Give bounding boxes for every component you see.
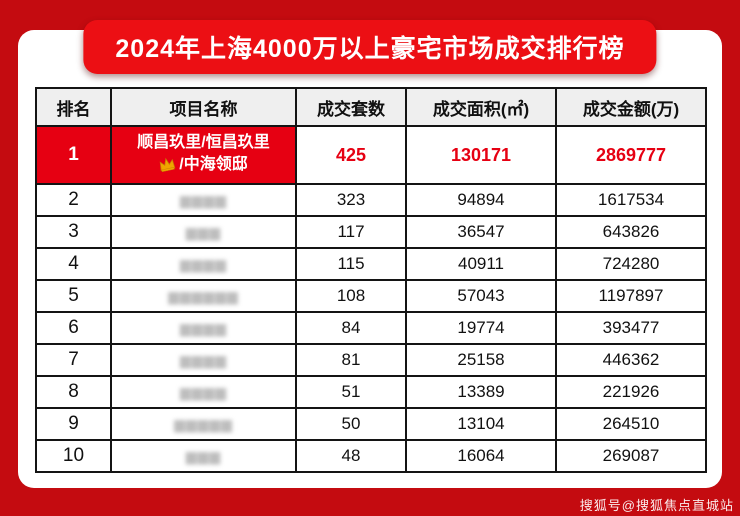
amount-cell: 724280 bbox=[555, 247, 707, 281]
area-cell: 40911 bbox=[405, 247, 557, 281]
rank-cell: 7 bbox=[35, 343, 112, 377]
table-row-3: 3 ▆▆▆ 117 36547 643826 bbox=[35, 215, 707, 249]
project-name-cell: ▆▆▆ bbox=[110, 439, 297, 473]
blurred-project-name: ▆▆▆▆ bbox=[179, 352, 228, 368]
project-name-cell: ▆▆▆▆ bbox=[110, 343, 297, 377]
blurred-project-name: ▆▆▆▆ bbox=[179, 256, 228, 272]
rank-cell: 3 bbox=[35, 215, 112, 249]
project-name-line2: /中海领邸 bbox=[179, 156, 248, 173]
rank-cell: 8 bbox=[35, 375, 112, 409]
units-cell: 115 bbox=[295, 247, 407, 281]
header-row: 排名 项目名称 成交套数 成交面积(㎡) 成交金额(万) bbox=[35, 87, 707, 127]
units-cell: 323 bbox=[295, 183, 407, 217]
amount-cell: 269087 bbox=[555, 439, 707, 473]
table-row-4: 4 ▆▆▆▆ 115 40911 724280 bbox=[35, 247, 707, 281]
table-row-2: 2 ▆▆▆▆ 323 94894 1617534 bbox=[35, 183, 707, 217]
units-cell: 81 bbox=[295, 343, 407, 377]
project-name-cell: ▆▆▆▆▆▆ bbox=[110, 279, 297, 313]
amount-cell: 221926 bbox=[555, 375, 707, 409]
project-name-cell: ▆▆▆▆▆ bbox=[110, 407, 297, 441]
table-row-5: 5 ▆▆▆▆▆▆ 108 57043 1197897 bbox=[35, 279, 707, 313]
rank-cell: 4 bbox=[35, 247, 112, 281]
col-header-units: 成交套数 bbox=[295, 87, 407, 127]
amount-cell: 643826 bbox=[555, 215, 707, 249]
area-cell: 13389 bbox=[405, 375, 557, 409]
amount-cell: 446362 bbox=[555, 343, 707, 377]
blurred-project-name: ▆▆▆▆ bbox=[179, 320, 228, 336]
table-row-6: 6 ▆▆▆▆ 84 19774 393477 bbox=[35, 311, 707, 345]
amount-cell: 393477 bbox=[555, 311, 707, 345]
content-card: 排名 项目名称 成交套数 成交面积(㎡) 成交金额(万) 1 顺昌玖里/恒昌玖里… bbox=[18, 30, 722, 488]
table-row-7: 7 ▆▆▆▆ 81 25158 446362 bbox=[35, 343, 707, 377]
col-header-name: 项目名称 bbox=[110, 87, 297, 127]
units-cell: 425 bbox=[295, 125, 407, 185]
table-row-1: 1 顺昌玖里/恒昌玖里 /中海领邸 425 130171 2869777 bbox=[35, 125, 707, 185]
project-name-line1: 顺昌玖里/恒昌玖里 bbox=[137, 134, 270, 152]
amount-cell: 264510 bbox=[555, 407, 707, 441]
blurred-project-name: ▆▆▆ bbox=[185, 448, 222, 464]
rank-cell: 9 bbox=[35, 407, 112, 441]
amount-cell: 1197897 bbox=[555, 279, 707, 313]
col-header-amount: 成交金额(万) bbox=[555, 87, 707, 127]
area-cell: 94894 bbox=[405, 183, 557, 217]
area-cell: 25158 bbox=[405, 343, 557, 377]
blurred-project-name: ▆▆▆▆ bbox=[179, 384, 228, 400]
project-name-line2-wrap: /中海领邸 bbox=[112, 154, 295, 178]
page-title: 2024年上海4000万以上豪宅市场成交排行榜 bbox=[115, 35, 625, 63]
project-name-cell: ▆▆▆▆ bbox=[110, 311, 297, 345]
crown-icon bbox=[157, 154, 178, 179]
units-cell: 108 bbox=[295, 279, 407, 313]
rank-cell: 1 bbox=[35, 125, 112, 185]
blurred-project-name: ▆▆▆▆▆ bbox=[174, 416, 233, 432]
rank-cell: 6 bbox=[35, 311, 112, 345]
units-cell: 50 bbox=[295, 407, 407, 441]
area-cell: 57043 bbox=[405, 279, 557, 313]
table-row-10: 10 ▆▆▆ 48 16064 269087 bbox=[35, 439, 707, 473]
blurred-project-name: ▆▆▆▆▆▆ bbox=[168, 288, 239, 304]
ranking-table: 排名 项目名称 成交套数 成交面积(㎡) 成交金额(万) 1 顺昌玖里/恒昌玖里… bbox=[35, 87, 707, 473]
watermark: 搜狐号@搜狐焦点直城站 bbox=[579, 498, 734, 513]
col-header-rank: 排名 bbox=[35, 87, 112, 127]
amount-cell: 1617534 bbox=[555, 183, 707, 217]
table-row-8: 8 ▆▆▆▆ 51 13389 221926 bbox=[35, 375, 707, 409]
title-banner: 2024年上海4000万以上豪宅市场成交排行榜 bbox=[83, 20, 657, 74]
blurred-project-name: ▆▆▆ bbox=[185, 224, 222, 240]
project-name-cell: ▆▆▆▆ bbox=[110, 375, 297, 409]
units-cell: 117 bbox=[295, 215, 407, 249]
project-name-cell: 顺昌玖里/恒昌玖里 /中海领邸 bbox=[110, 125, 297, 185]
area-cell: 16064 bbox=[405, 439, 557, 473]
rank-cell: 10 bbox=[35, 439, 112, 473]
units-cell: 48 bbox=[295, 439, 407, 473]
rank-cell: 2 bbox=[35, 183, 112, 217]
blurred-project-name: ▆▆▆▆ bbox=[179, 192, 228, 208]
project-name-cell: ▆▆▆▆ bbox=[110, 183, 297, 217]
rank-cell: 5 bbox=[35, 279, 112, 313]
table-row-9: 9 ▆▆▆▆▆ 50 13104 264510 bbox=[35, 407, 707, 441]
amount-cell: 2869777 bbox=[555, 125, 707, 185]
area-cell: 13104 bbox=[405, 407, 557, 441]
project-name-cell: ▆▆▆ bbox=[110, 215, 297, 249]
area-cell: 19774 bbox=[405, 311, 557, 345]
col-header-area: 成交面积(㎡) bbox=[405, 87, 557, 127]
project-name-cell: ▆▆▆▆ bbox=[110, 247, 297, 281]
area-cell: 36547 bbox=[405, 215, 557, 249]
units-cell: 51 bbox=[295, 375, 407, 409]
units-cell: 84 bbox=[295, 311, 407, 345]
area-cell: 130171 bbox=[405, 125, 557, 185]
